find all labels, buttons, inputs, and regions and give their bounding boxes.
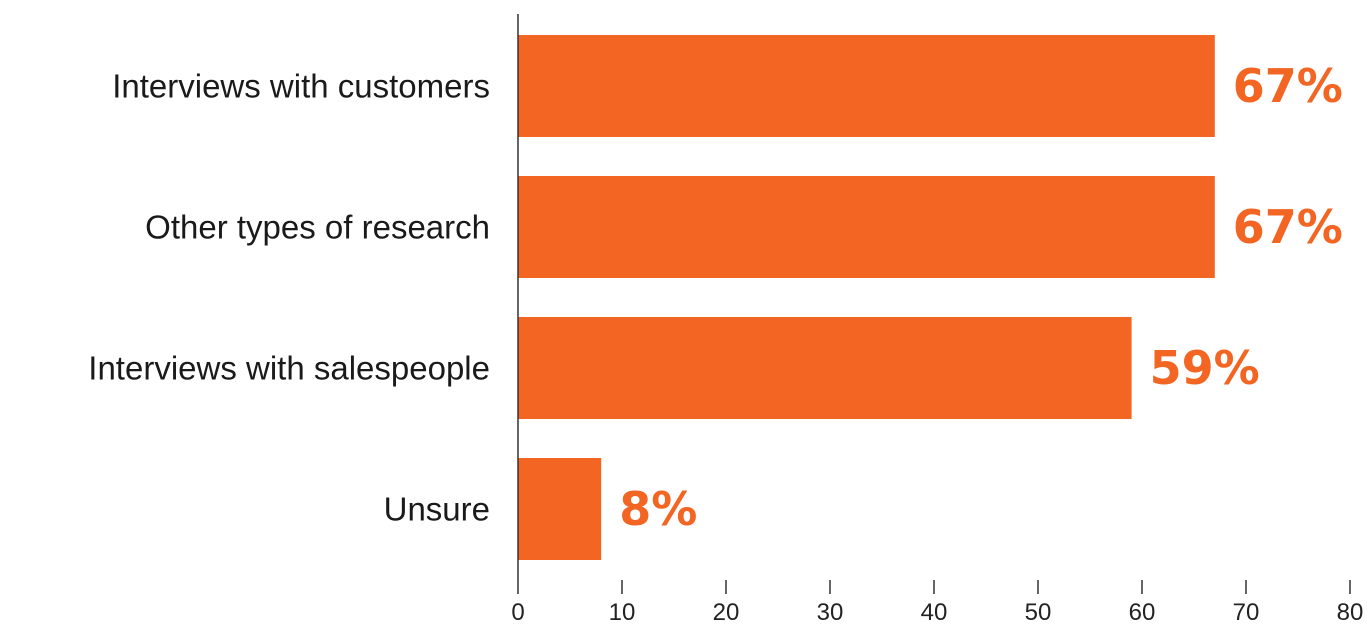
bar: [518, 176, 1215, 278]
data-label: 8%: [619, 482, 697, 536]
bar: [518, 458, 602, 560]
x-tick-label: 10: [609, 599, 636, 626]
data-label: 59%: [1150, 341, 1260, 395]
labels-layer: Interviews with customers 67% Other types …: [88, 59, 1343, 536]
x-tick-label: 20: [713, 599, 740, 626]
data-label: 67%: [1233, 200, 1343, 254]
x-tick-label: 40: [921, 599, 948, 626]
data-label: 67%: [1233, 59, 1343, 113]
x-tick-label: 70: [1233, 599, 1260, 626]
x-tick-label: 30: [817, 599, 844, 626]
x-tick-label: 60: [1129, 599, 1156, 626]
category-label: Interviews with customers: [112, 68, 490, 105]
category-label: Interviews with salespeople: [88, 350, 490, 387]
x-tick-label: 80: [1337, 599, 1364, 626]
bars-layer: [518, 35, 1215, 560]
x-tick-label: 0: [511, 599, 524, 626]
bar: [518, 35, 1215, 137]
bar: [518, 317, 1132, 419]
axis-layer: 0 10 20 30 40 50 60 70 80: [511, 14, 1363, 626]
category-label: Unsure: [384, 491, 490, 528]
x-tick-label: 50: [1025, 599, 1052, 626]
category-label: Other types of research: [145, 209, 490, 246]
